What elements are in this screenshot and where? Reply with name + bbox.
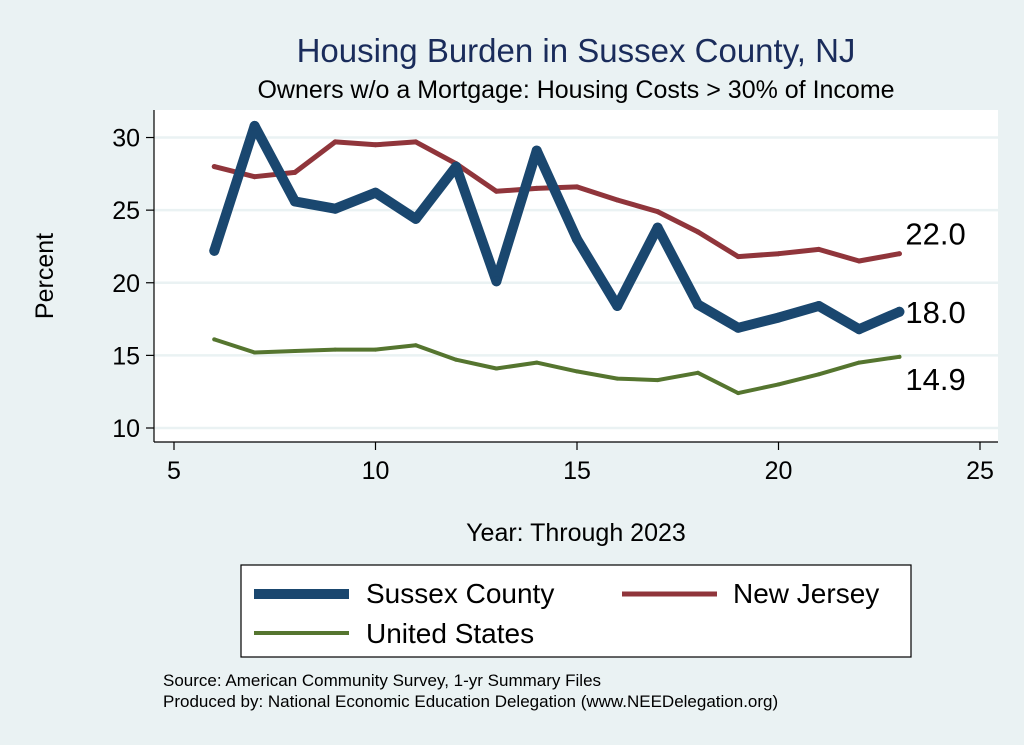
data-point bbox=[572, 234, 582, 245]
y-axis-ticks: 10 15 20 25 30 bbox=[112, 125, 154, 443]
x-tick-label: 15 bbox=[563, 457, 591, 485]
data-point bbox=[816, 372, 821, 377]
legend-label: Sussex County bbox=[366, 578, 554, 609]
data-point bbox=[494, 366, 499, 371]
x-tick-label: 5 bbox=[167, 457, 181, 485]
y-tick-label: 10 bbox=[112, 415, 140, 443]
y-tick-label: 20 bbox=[112, 270, 140, 298]
data-point bbox=[655, 209, 661, 215]
x-tick-label: 20 bbox=[765, 457, 793, 485]
data-point bbox=[211, 164, 217, 170]
plot-area bbox=[154, 110, 998, 442]
data-point bbox=[857, 360, 862, 365]
data-point bbox=[493, 188, 499, 194]
legend-item-sussex-county: Sussex County bbox=[254, 578, 554, 609]
data-point bbox=[332, 139, 338, 145]
data-point bbox=[896, 251, 902, 257]
data-point bbox=[491, 276, 502, 287]
data-point bbox=[776, 382, 781, 387]
source-note: Source: American Community Survey, 1-yr … bbox=[163, 671, 601, 690]
data-point bbox=[289, 196, 300, 207]
data-point bbox=[292, 169, 298, 175]
producer-note: Produced by: National Economic Education… bbox=[163, 692, 778, 711]
data-point bbox=[856, 258, 862, 264]
data-point bbox=[370, 187, 381, 198]
data-point bbox=[373, 347, 378, 352]
data-point bbox=[410, 213, 421, 224]
data-point bbox=[695, 229, 701, 235]
data-point bbox=[897, 354, 902, 359]
data-point bbox=[692, 299, 703, 310]
data-point bbox=[614, 197, 620, 203]
data-point bbox=[655, 378, 660, 383]
united-states-end-label: 14.9 bbox=[905, 362, 965, 397]
x-tick-label: 25 bbox=[966, 457, 994, 485]
legend-item-new-jersey: New Jersey bbox=[622, 578, 879, 609]
data-point bbox=[736, 391, 741, 396]
new-jersey-end-label: 22.0 bbox=[905, 217, 965, 252]
data-point bbox=[574, 184, 580, 190]
data-point bbox=[816, 246, 822, 252]
x-axis-label: Year: Through 2023 bbox=[466, 519, 686, 547]
data-point bbox=[534, 185, 540, 191]
data-point bbox=[333, 347, 338, 352]
united-states-line bbox=[212, 337, 902, 396]
legend-label: United States bbox=[366, 618, 534, 649]
data-point bbox=[652, 222, 663, 233]
legend-box bbox=[240, 564, 912, 658]
data-point bbox=[451, 161, 462, 172]
x-tick-label: 10 bbox=[362, 457, 390, 485]
y-axis-label: Percent bbox=[31, 233, 59, 319]
y-tick-label: 30 bbox=[112, 125, 140, 153]
data-point bbox=[894, 306, 905, 317]
data-point bbox=[615, 376, 620, 381]
axes bbox=[153, 110, 998, 443]
data-point bbox=[531, 145, 542, 156]
sussex-end-label: 18.0 bbox=[905, 295, 965, 330]
data-point bbox=[776, 251, 781, 257]
data-point bbox=[252, 350, 257, 355]
end-labels: 18.0 22.0 14.9 bbox=[905, 217, 965, 397]
data-point bbox=[695, 370, 700, 375]
data-point bbox=[773, 312, 784, 323]
data-point bbox=[735, 254, 741, 260]
sussex-county-line bbox=[209, 120, 905, 335]
data-point bbox=[413, 139, 419, 145]
data-point bbox=[373, 142, 378, 148]
legend-item-united-states: United States bbox=[254, 618, 534, 649]
y-tick-label: 25 bbox=[112, 197, 140, 225]
legend-label: New Jersey bbox=[733, 578, 879, 609]
data-point bbox=[413, 343, 418, 348]
data-point bbox=[454, 357, 459, 362]
y-tick-label: 15 bbox=[112, 342, 140, 370]
data-point bbox=[534, 360, 539, 365]
data-point bbox=[249, 120, 260, 131]
data-point bbox=[212, 337, 217, 342]
data-point bbox=[252, 174, 258, 180]
legend: Sussex County New Jersey United States bbox=[240, 564, 912, 658]
data-point bbox=[733, 322, 744, 333]
chart-title: Housing Burden in Sussex County, NJ bbox=[297, 32, 856, 69]
gridlines bbox=[154, 136, 998, 430]
x-axis-ticks: 5 10 15 20 25 bbox=[167, 442, 994, 485]
data-point bbox=[209, 245, 220, 256]
data-point bbox=[575, 369, 579, 374]
data-point bbox=[813, 301, 824, 311]
data-point bbox=[612, 301, 623, 311]
data-point bbox=[330, 203, 341, 214]
data-point bbox=[292, 349, 297, 354]
chart-subtitle: Owners w/o a Mortgage: Housing Costs > 3… bbox=[257, 76, 894, 104]
series-lines bbox=[209, 120, 905, 396]
data-point bbox=[854, 324, 865, 335]
